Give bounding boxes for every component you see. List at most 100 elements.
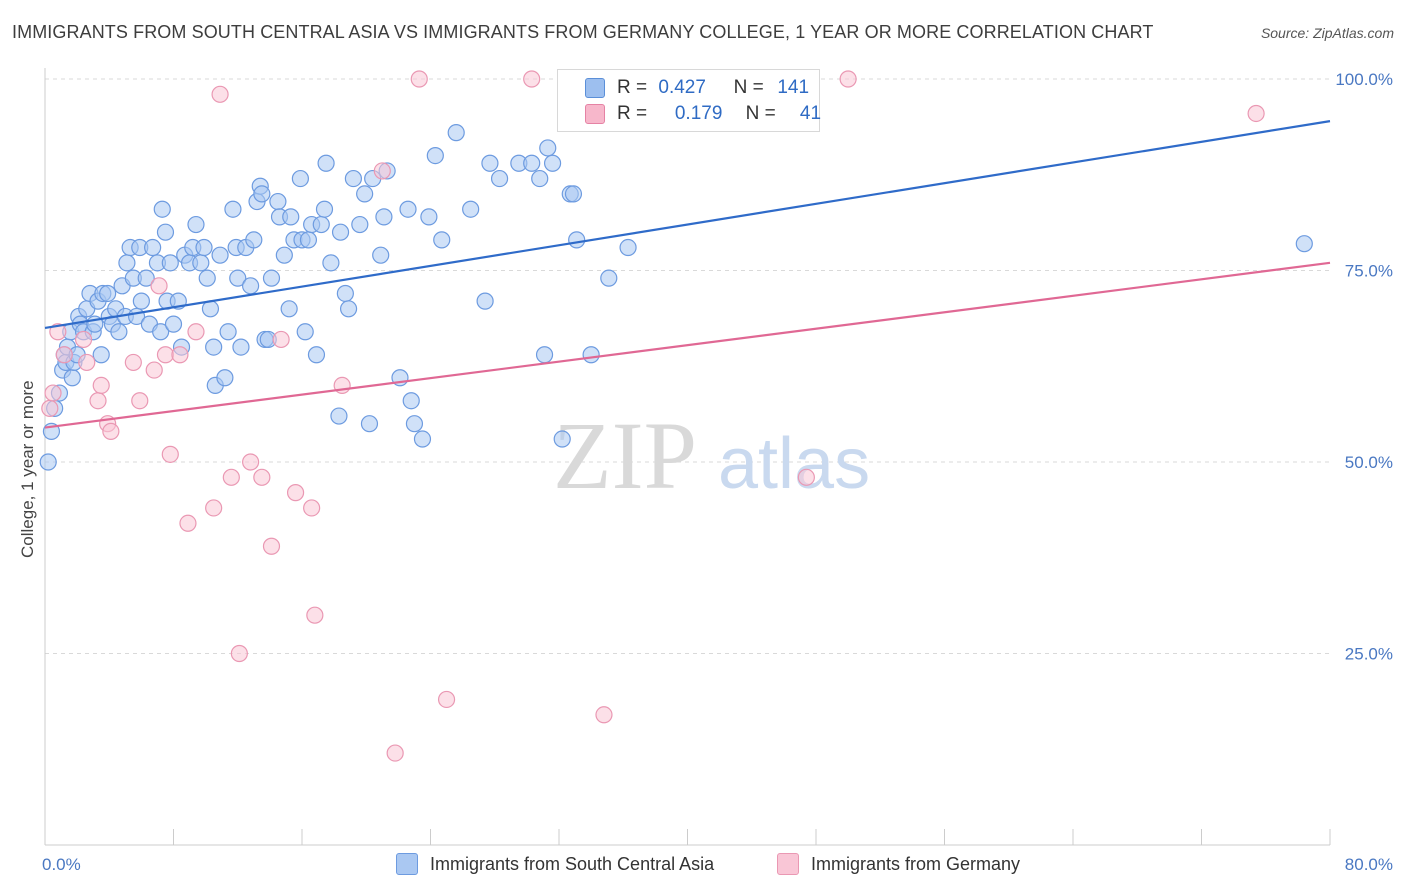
point-germany: [410, 70, 428, 88]
source-label: Source: ZipAtlas.com: [1260, 25, 1394, 41]
trend-line-germany: [44, 261, 1331, 429]
x-tick-labels: 0.0% 80.0%: [42, 855, 1393, 874]
point-south-central-asia: [192, 254, 210, 272]
point-germany: [161, 445, 179, 463]
point-south-central-asia: [433, 231, 451, 249]
point-germany: [55, 346, 73, 364]
point-south-central-asia: [229, 269, 247, 287]
legend-swatch-germany: [585, 104, 605, 124]
legend-n-label: N =: [733, 77, 764, 98]
point-south-central-asia: [619, 238, 637, 257]
point-south-central-asia: [282, 208, 300, 226]
bottom-legend-germany: Immigrants from Germany: [777, 850, 1020, 878]
point-south-central-asia: [582, 346, 600, 364]
legend-r-value: 0.179: [674, 103, 723, 124]
point-germany: [92, 376, 110, 394]
point-germany: [89, 392, 107, 410]
point-south-central-asia: [132, 292, 150, 310]
point-south-central-asia: [275, 246, 293, 264]
point-south-central-asia: [426, 147, 444, 165]
point-south-central-asia: [156, 223, 175, 241]
point-germany: [156, 346, 175, 364]
point-south-central-asia: [523, 154, 541, 172]
point-germany: [74, 330, 93, 349]
point-south-central-asia: [315, 200, 334, 218]
point-germany: [437, 690, 456, 709]
point-germany: [262, 537, 281, 555]
bottom-legend-swatch-germany: [777, 853, 799, 875]
point-south-central-asia: [539, 139, 557, 157]
point-south-central-asia: [317, 154, 335, 172]
point-germany: [187, 323, 205, 341]
point-south-central-asia: [245, 231, 263, 249]
x-tick-label: 80.0%: [1345, 855, 1393, 874]
point-south-central-asia: [152, 323, 170, 341]
y-tick-label: 100.0%: [1335, 70, 1393, 89]
point-germany: [230, 644, 248, 663]
point-south-central-asia: [296, 323, 314, 341]
point-south-central-asia: [531, 169, 549, 188]
point-south-central-asia: [144, 238, 162, 257]
gridlines: [45, 78, 1330, 654]
point-germany: [150, 277, 168, 295]
point-south-central-asia: [543, 154, 562, 172]
point-germany: [211, 85, 229, 103]
point-germany: [303, 499, 321, 517]
bottom-legend-label: Immigrants from South Central Asia: [430, 853, 715, 874]
point-germany: [839, 70, 857, 88]
point-south-central-asia: [39, 453, 57, 471]
point-south-central-asia: [336, 284, 354, 303]
point-germany: [49, 323, 67, 341]
point-south-central-asia: [322, 254, 340, 272]
point-germany: [222, 468, 240, 486]
point-germany: [78, 353, 96, 372]
point-south-central-asia: [262, 269, 281, 287]
point-south-central-asia: [481, 154, 499, 172]
point-south-central-asia: [216, 369, 234, 387]
correlation-legend: R = 0.427 N = 141 R = 0.179 N = 41: [557, 69, 822, 132]
point-south-central-asia: [242, 277, 260, 295]
watermark: ZIP atlas: [553, 402, 870, 509]
point-south-central-asia: [291, 169, 309, 188]
point-south-central-asia: [372, 246, 390, 264]
point-germany: [145, 361, 163, 379]
point-germany: [272, 330, 290, 349]
point-germany: [1247, 104, 1265, 123]
point-south-central-asia: [211, 246, 229, 264]
point-south-central-asia: [137, 269, 155, 287]
data-points: [39, 70, 1313, 762]
point-south-central-asia: [269, 192, 287, 211]
point-south-central-asia: [195, 238, 213, 257]
watermark-atlas: atlas: [718, 424, 870, 504]
legend-n-value: 41: [799, 103, 822, 124]
chart-title: IMMIGRANTS FROM SOUTH CENTRAL ASIA VS IM…: [12, 22, 1154, 42]
point-south-central-asia: [356, 185, 374, 203]
legend-r-value: 0.427: [658, 77, 706, 98]
point-germany: [595, 706, 613, 724]
point-south-central-asia: [118, 254, 136, 272]
point-south-central-asia: [232, 338, 250, 356]
point-south-central-asia: [307, 346, 326, 364]
watermark-zip: ZIP: [553, 402, 697, 509]
point-south-central-asia: [198, 269, 216, 287]
point-south-central-asia: [312, 215, 330, 234]
point-south-central-asia: [330, 407, 348, 425]
point-south-central-asia: [92, 346, 110, 364]
point-south-central-asia: [299, 231, 318, 249]
point-south-central-asia: [331, 223, 350, 241]
bottom-legend-swatch-south-central-asia: [396, 853, 418, 875]
point-germany: [171, 346, 189, 364]
y-tick-labels: 25.0% 50.0% 75.0% 100.0%: [1335, 70, 1393, 664]
point-south-central-asia: [99, 284, 117, 303]
point-germany: [373, 162, 391, 180]
point-south-central-asia: [420, 208, 438, 226]
point-germany: [44, 384, 62, 402]
point-south-central-asia: [224, 200, 242, 218]
point-south-central-asia: [447, 124, 465, 142]
legend-r-label: R =: [617, 103, 648, 124]
point-germany: [386, 744, 404, 762]
point-germany: [286, 484, 305, 502]
point-germany: [124, 353, 142, 372]
point-south-central-asia: [564, 185, 583, 203]
point-south-central-asia: [405, 415, 424, 433]
